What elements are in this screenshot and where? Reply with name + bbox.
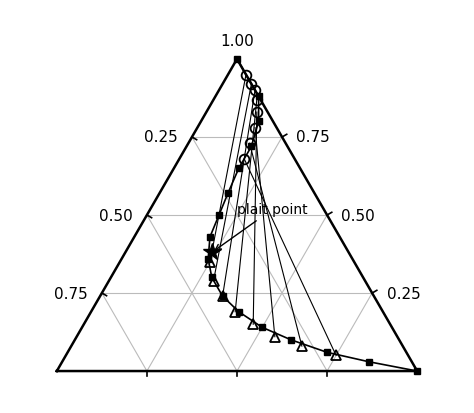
Text: 0.50: 0.50	[341, 208, 375, 223]
Text: 1.00: 1.00	[220, 34, 254, 49]
Text: 0.75: 0.75	[296, 130, 330, 145]
Text: 0.50: 0.50	[99, 208, 133, 223]
Text: 0.25: 0.25	[386, 286, 420, 301]
Text: 0.75: 0.75	[54, 286, 88, 301]
Text: plait point: plait point	[215, 203, 308, 250]
Text: 0.25: 0.25	[144, 130, 178, 145]
